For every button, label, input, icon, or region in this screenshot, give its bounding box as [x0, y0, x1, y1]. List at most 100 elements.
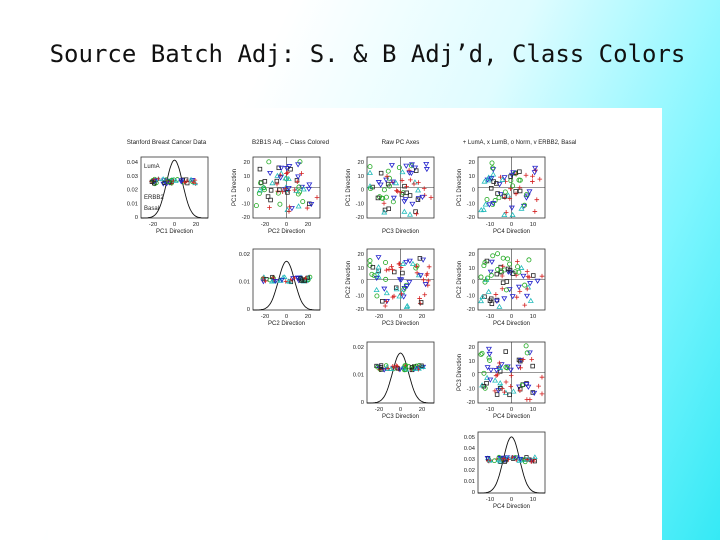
tick-label-y: 0 [361, 400, 364, 406]
marker-luma [503, 379, 509, 385]
marker-norm [526, 257, 532, 263]
marker-erbb2 [381, 286, 388, 292]
marker-luma [523, 172, 529, 178]
marker-lumb [277, 187, 282, 193]
marker-erbb2 [406, 280, 413, 286]
marker-luma [299, 171, 304, 176]
marker-lumb [409, 365, 414, 370]
tick-label-y: -10 [467, 201, 475, 207]
marker-basal [367, 183, 373, 189]
marker-luma [532, 209, 538, 214]
marker-lumb [392, 269, 397, 275]
marker-lumb [499, 269, 504, 275]
tick-label-x: 0 [285, 314, 288, 320]
marker-lumb [307, 201, 312, 207]
marker-luma [267, 205, 272, 210]
marker-erbb2 [423, 161, 430, 168]
marker-erbb2 [285, 186, 292, 192]
marker-basal [492, 377, 499, 383]
marker-luma [381, 200, 387, 206]
marker-luma [530, 179, 535, 184]
marker-luma [520, 357, 526, 362]
marker-luma [384, 174, 390, 179]
marker-norm [371, 273, 377, 279]
marker-luma [303, 276, 308, 281]
marker-lumb [415, 197, 421, 202]
tick-label-x: -10 [486, 497, 494, 503]
marker-erbb2 [531, 170, 538, 176]
tick-label-y: 0.02 [127, 188, 138, 194]
marker-lumb [508, 174, 513, 179]
marker-luma [283, 279, 288, 284]
density-curve [141, 159, 208, 219]
marker-basal [295, 203, 302, 209]
marker-erbb2 [523, 382, 530, 388]
marker-norm [507, 261, 513, 267]
panel-title-density: Stanford Breast Cancer Data [127, 139, 207, 146]
marker-erbb2 [487, 377, 494, 383]
marker-lumb [184, 177, 189, 182]
marker-norm [522, 282, 528, 288]
tick-label-y: -10 [467, 386, 475, 392]
marker-luma [414, 263, 419, 269]
marker-erbb2 [381, 367, 387, 373]
marker-erbb2 [515, 284, 522, 290]
marker-luma [263, 279, 268, 284]
marker-luma [503, 210, 509, 215]
tick-label-y: -20 [467, 307, 475, 313]
marker-norm [482, 260, 488, 266]
tick-label-x: 20 [419, 407, 425, 413]
marker-luma [390, 267, 395, 272]
panel-title-adjusted: B2B1S Adj. – Class Colored [252, 139, 330, 146]
marker-luma [517, 289, 523, 294]
tick-label-y: 0.01 [239, 280, 250, 286]
marker-norm [500, 255, 506, 261]
slide-title: Source Batch Adj: S. & B Adj’d, Class Co… [49, 40, 686, 68]
marker-erbb2 [383, 177, 390, 183]
marker-norm [505, 256, 511, 262]
marker-norm [522, 202, 527, 208]
marker-norm [481, 370, 487, 376]
tick-label-y: 20 [469, 160, 475, 166]
density-panel-pc3 [366, 341, 435, 404]
marker-luma [292, 187, 297, 193]
marker-luma [287, 204, 292, 210]
tick-label-y: -20 [467, 215, 475, 221]
marker-erbb2 [531, 390, 538, 396]
marker-luma [539, 273, 545, 279]
tick-label-y: 0.01 [127, 201, 138, 207]
marker-norm [402, 363, 408, 368]
marker-lumb [505, 266, 511, 272]
tick-label-y: 10 [244, 174, 250, 180]
marker-norm [503, 287, 509, 293]
marker-luma [514, 294, 520, 300]
marker-erbb2 [501, 175, 508, 181]
marker-erbb2 [525, 384, 532, 390]
density-panel-pc1 [140, 156, 209, 219]
marker-erbb2 [488, 259, 495, 265]
marker-basal [396, 293, 403, 299]
density-panel-pc2 [252, 248, 321, 311]
tick-label-y: 10 [469, 359, 475, 365]
marker-basal [415, 187, 422, 193]
marker-erbb2 [526, 350, 533, 356]
marker-norm [489, 160, 495, 166]
marker-norm [166, 179, 171, 184]
marker-basal [497, 458, 503, 464]
marker-erbb2 [526, 189, 533, 195]
marker-basal [160, 176, 166, 181]
marker-luma [527, 397, 533, 402]
marker-erbb2 [517, 456, 524, 462]
marker-erbb2 [486, 351, 493, 358]
tick-label-x: 10 [530, 407, 536, 413]
marker-luma [508, 186, 513, 191]
marker-erbb2 [306, 182, 313, 188]
tick-label-x: 20 [305, 222, 311, 228]
marker-luma [536, 383, 541, 389]
marker-erbb2 [305, 186, 312, 192]
marker-norm [390, 199, 396, 205]
tick-label-x: 10 [530, 497, 536, 503]
marker-luma [522, 302, 528, 308]
tick-label-y: 0 [361, 280, 364, 286]
tick-label-y: 0 [472, 490, 475, 496]
